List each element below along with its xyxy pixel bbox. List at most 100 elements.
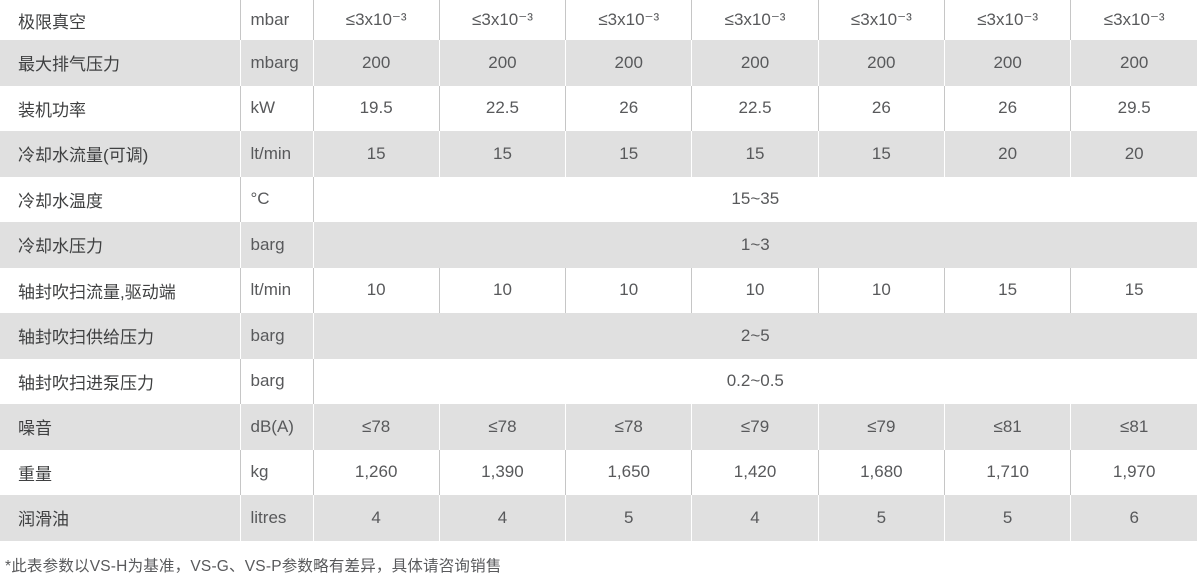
table-row: 极限真空 mbar ≤3x10⁻³ ≤3x10⁻³ ≤3x10⁻³ ≤3x10⁻³ ≤3x1… [0, 0, 1197, 40]
row-label: 润滑油 [0, 495, 241, 541]
cell-value: 200 [565, 40, 693, 86]
cell-value: 15 [439, 131, 567, 177]
spec-table-body: 极限真空 mbar ≤3x10⁻³ ≤3x10⁻³ ≤3x10⁻³ ≤3x10⁻³ ≤3x1… [0, 0, 1198, 541]
cell-value: 26 [944, 85, 1072, 131]
cell-value: ≤81 [944, 404, 1072, 450]
cell-value: 4 [691, 495, 819, 541]
row-label: 轴封吹扫流量,驱动端 [0, 267, 241, 313]
cell-value: ≤3x10⁻³ [1103, 10, 1165, 29]
cell-value: ≤81 [1070, 404, 1198, 450]
cell-value: 15 [691, 131, 819, 177]
row-span-value: 0.2~0.5 [726, 371, 784, 391]
table-row: 润滑油 litres 4 4 5 4 5 5 6 [0, 495, 1198, 541]
table-row: 轴封吹扫进泵压力 barg 0.2~0.5 [0, 358, 1197, 404]
row-label: 冷却水流量(可调) [0, 131, 241, 177]
cell-value: 22.5 [691, 85, 819, 131]
row-span-value: 15~35 [731, 189, 780, 209]
cell-value: 200 [944, 40, 1072, 86]
row-label: 冷却水温度 [0, 176, 241, 222]
cell-value: ≤3x10⁻³ [944, 0, 1072, 40]
row-unit: kg [240, 449, 314, 495]
table-row: 装机功率 kW 19.5 22.5 26 22.5 26 26 29.5 [0, 85, 1197, 131]
row-label: 冷却水压力 [0, 222, 241, 268]
cell-value: 15 [944, 267, 1072, 313]
cell-value: 10 [691, 267, 819, 313]
cell-value: 6 [1070, 495, 1198, 541]
cell-value: ≤3x10⁻³ [439, 0, 567, 40]
cell-value: ≤78 [313, 404, 440, 450]
spec-table: 极限真空 mbar ≤3x10⁻³ ≤3x10⁻³ ≤3x10⁻³ ≤3x10⁻³ ≤3x1… [0, 0, 1198, 541]
row-unit: °C [240, 176, 314, 222]
row-label: 重量 [0, 449, 241, 495]
cell-value: ≤78 [439, 404, 567, 450]
row-unit: barg [240, 222, 314, 268]
cell-value: 1,390 [439, 449, 567, 495]
cell-value: ≤79 [691, 404, 819, 450]
cell-value: 200 [1070, 40, 1198, 86]
cell-value: 10 [818, 267, 945, 313]
row-unit: barg [240, 313, 314, 359]
cell-value: 29.5 [1117, 98, 1151, 118]
table-row: 噪音 dB(A) ≤78 ≤78 ≤78 ≤79 ≤79 ≤81 ≤81 [0, 404, 1198, 450]
cell-value: 15 [1124, 280, 1144, 300]
cell-value: 15 [565, 131, 693, 177]
table-row: 轴封吹扫供给压力 barg 2~5 [0, 313, 1198, 359]
table-row: 轴封吹扫流量,驱动端 lt/min 10 10 10 10 10 15 15 [0, 267, 1197, 313]
cell-value: 15 [313, 131, 440, 177]
cell-value: 10 [439, 267, 567, 313]
row-label: 噪音 [0, 404, 241, 450]
cell-value: 200 [313, 40, 440, 86]
cell-value: ≤78 [565, 404, 693, 450]
row-unit: mbarg [240, 40, 314, 86]
table-row: 冷却水压力 barg 1~3 [0, 222, 1198, 268]
table-row: 冷却水流量(可调) lt/min 15 15 15 15 15 20 20 [0, 131, 1198, 177]
cell-value: ≤3x10⁻³ [691, 0, 819, 40]
row-label: 极限真空 [0, 0, 241, 40]
row-unit: kW [240, 85, 314, 131]
row-label: 最大排气压力 [0, 40, 241, 86]
row-unit: lt/min [240, 267, 314, 313]
cell-value: 1,260 [313, 449, 440, 495]
cell-value: 4 [313, 495, 440, 541]
row-span-value: 1~3 [313, 222, 1198, 268]
cell-value: 26 [565, 85, 693, 131]
cell-value: 1,970 [1112, 462, 1156, 482]
cell-value: ≤3x10⁻³ [818, 0, 945, 40]
row-label: 轴封吹扫供给压力 [0, 313, 241, 359]
row-span-value: 2~5 [313, 313, 1198, 359]
cell-value: 5 [944, 495, 1072, 541]
cell-value: 4 [439, 495, 567, 541]
cell-value: ≤3x10⁻³ [313, 0, 440, 40]
cell-value: 200 [439, 40, 567, 86]
cell-value: 5 [565, 495, 693, 541]
cell-value: ≤3x10⁻³ [565, 0, 693, 40]
cell-value: 10 [313, 267, 440, 313]
table-row: 冷却水温度 °C 15~35 [0, 176, 1197, 222]
row-unit: dB(A) [240, 404, 314, 450]
cell-value: 10 [565, 267, 693, 313]
row-label: 装机功率 [0, 85, 241, 131]
table-row: 重量 kg 1,260 1,390 1,650 1,420 1,680 1,710 1,970 [0, 449, 1197, 495]
cell-value: 200 [691, 40, 819, 86]
footnote: *此表参数以VS-H为基准，VS-G、VS-P参数略有差异，具体请咨询销售 [5, 557, 502, 575]
cell-value: 1,650 [565, 449, 693, 495]
cell-value: ≤79 [818, 404, 945, 450]
cell-value: 5 [818, 495, 945, 541]
cell-value: 20 [1070, 131, 1198, 177]
table-row: 最大排气压力 mbarg 200 200 200 200 200 200 200 [0, 40, 1198, 86]
cell-value: 22.5 [439, 85, 567, 131]
row-unit: mbar [240, 0, 314, 40]
row-unit: litres [240, 495, 314, 541]
cell-value: 1,710 [944, 449, 1072, 495]
cell-value: 200 [818, 40, 945, 86]
row-unit: lt/min [240, 131, 314, 177]
row-label: 轴封吹扫进泵压力 [0, 358, 241, 404]
row-unit: barg [240, 358, 314, 404]
cell-value: 26 [818, 85, 945, 131]
cell-value: 19.5 [313, 85, 440, 131]
cell-value: 20 [944, 131, 1072, 177]
cell-value: 15 [818, 131, 945, 177]
cell-value: 1,420 [691, 449, 819, 495]
cell-value: 1,680 [818, 449, 945, 495]
